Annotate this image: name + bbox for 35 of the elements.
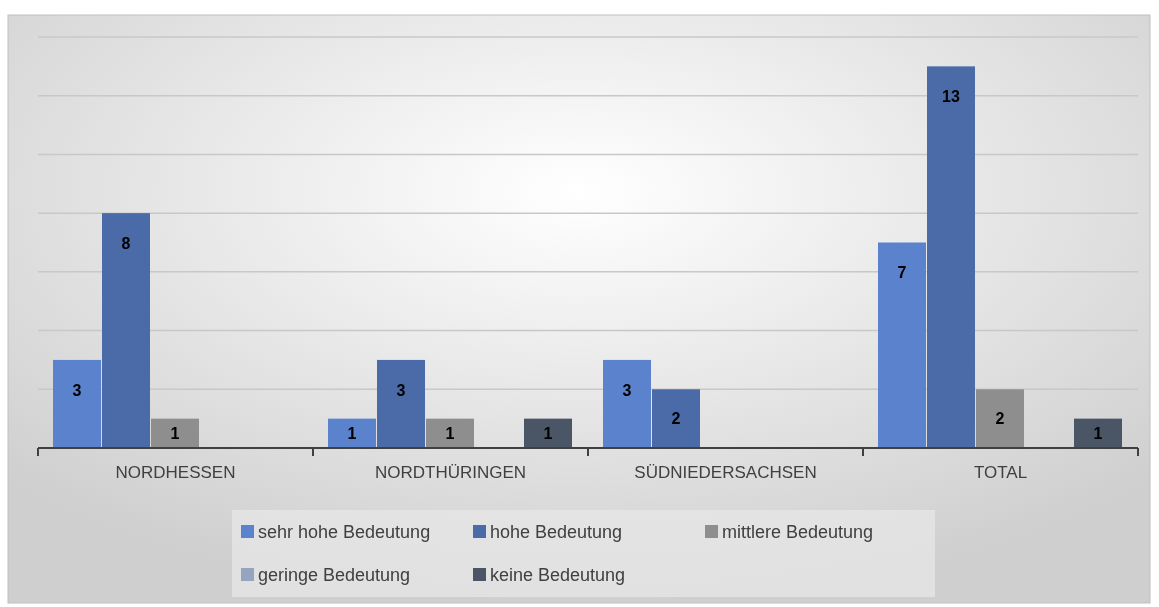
data-label: 1: [543, 424, 553, 442]
x-tick-label: SÜDNIEDERSACHSEN: [634, 463, 817, 482]
data-label: 7: [897, 264, 907, 282]
bar: [976, 389, 1024, 448]
bar: [927, 66, 975, 448]
legend-label: hohe Bedeutung: [490, 522, 623, 543]
bar: [151, 418, 199, 448]
data-label: 1: [347, 424, 357, 442]
legend-label: mittlere Bedeutung: [722, 522, 874, 543]
bar: [1074, 418, 1122, 448]
data-label: 13: [942, 87, 960, 105]
data-label: 3: [72, 381, 82, 399]
bar: [377, 359, 425, 448]
legend-label: geringe Bedeutung: [258, 565, 411, 586]
x-tick-label: TOTAL: [973, 463, 1028, 482]
legend-label: keine Bedeutung: [490, 565, 626, 586]
legend-label: sehr hohe Bedeutung: [258, 522, 431, 543]
data-label: 1: [170, 424, 180, 442]
bar: [878, 242, 926, 448]
x-tick-label: NORDTHÜRINGEN: [374, 463, 527, 482]
data-label: 8: [121, 234, 131, 252]
bar: [328, 418, 376, 448]
data-label: 3: [396, 381, 406, 399]
data-label: 3: [622, 381, 632, 399]
bar: [426, 418, 474, 448]
data-label: 2: [995, 410, 1005, 428]
data-label: 1: [445, 424, 455, 442]
data-label: 2: [671, 410, 681, 428]
bar: [102, 213, 150, 448]
bar: [652, 389, 700, 448]
bar: [53, 359, 101, 448]
bar: [524, 418, 572, 448]
data-label: 1: [1093, 424, 1103, 442]
bar: [603, 359, 651, 448]
x-tick-label: NORDHESSEN: [115, 463, 236, 482]
